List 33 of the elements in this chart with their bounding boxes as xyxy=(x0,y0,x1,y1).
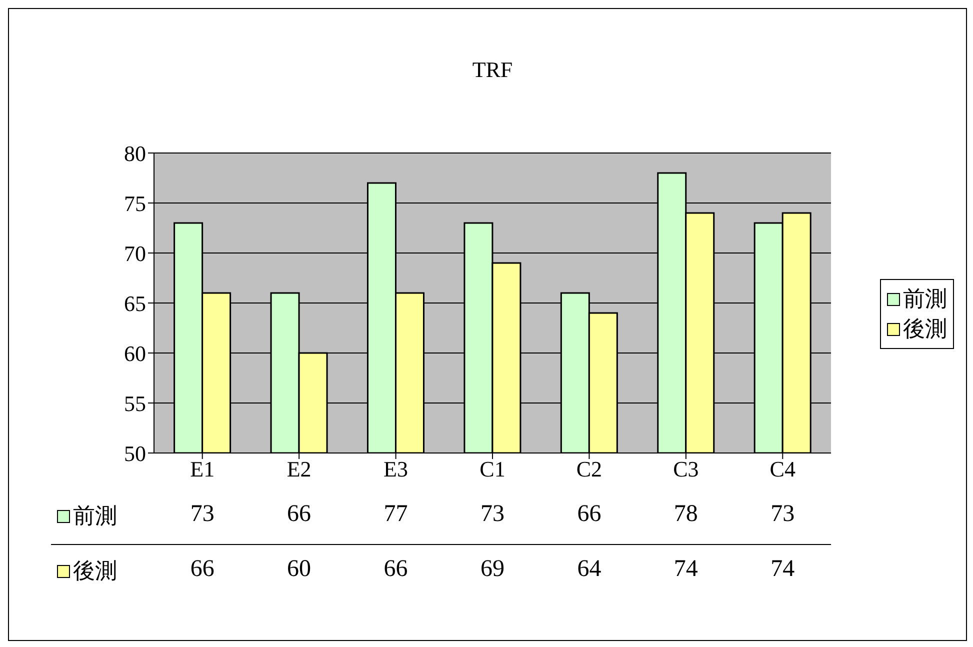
text: 前測 xyxy=(903,286,947,311)
y-tick-label: 75 xyxy=(124,190,146,216)
x-tick-label: E2 xyxy=(286,456,312,482)
legend-label: 前測 xyxy=(73,502,117,530)
y-tick-label: 50 xyxy=(124,440,146,466)
data-label: 74 xyxy=(770,556,796,583)
data-label: 73 xyxy=(189,501,216,528)
y-tick-label: 55 xyxy=(124,390,146,416)
x-tick-label: E1 xyxy=(190,456,215,482)
x-tick-label: C4 xyxy=(770,456,796,482)
y-tick-label: 70 xyxy=(124,240,146,266)
text: 後測 xyxy=(73,558,117,583)
data-label: 74 xyxy=(672,556,699,583)
data-label: 64 xyxy=(576,556,602,583)
data-label: 66 xyxy=(576,501,602,528)
data-label: 66 xyxy=(382,556,409,583)
x-tick-label: E3 xyxy=(384,456,408,482)
x-tick-label: C1 xyxy=(480,456,506,482)
data-label: 60 xyxy=(286,556,312,583)
data-label: 69 xyxy=(479,556,506,583)
legend-label: 後測 xyxy=(903,315,947,343)
data-label: 66 xyxy=(286,501,312,528)
x-tick-label: C3 xyxy=(673,456,699,482)
data-label: 73 xyxy=(479,501,506,528)
y-tick-label: 65 xyxy=(124,290,146,316)
data-label: 66 xyxy=(189,556,216,583)
y-tick-label: 80 xyxy=(124,140,146,166)
y-tick-label: 60 xyxy=(124,340,146,366)
chart-title: TRF xyxy=(471,57,514,83)
data-label: 73 xyxy=(770,501,796,528)
x-tick-label: C2 xyxy=(576,456,602,482)
data-label: 78 xyxy=(672,501,699,528)
data-label: 77 xyxy=(382,501,409,528)
